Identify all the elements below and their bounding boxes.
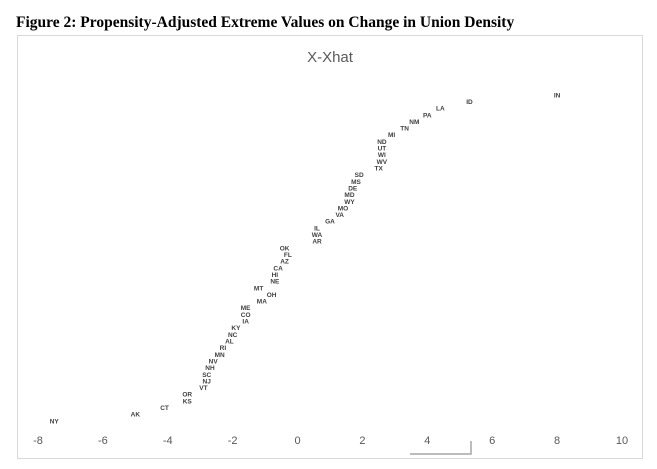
point-label-il: IL (314, 225, 320, 232)
point-label-ut: UT (378, 146, 387, 153)
point-label-de: DE (348, 185, 358, 192)
point-label-mt: MT (254, 285, 263, 292)
point-label-in: IN (554, 92, 561, 99)
point-label-mi: MI (388, 132, 395, 139)
x-tick-label: -4 (163, 435, 173, 447)
point-label-ok: OK (280, 245, 290, 252)
x-tick-label: 2 (359, 435, 365, 447)
selection-marker (410, 441, 472, 455)
point-label-mn: MN (215, 352, 225, 359)
figure-title: Figure 2: Propensity-Adjusted Extreme Va… (16, 14, 515, 31)
chart-title: X-Xhat (307, 49, 354, 66)
point-label-nh: NH (205, 365, 215, 372)
point-label-ct: CT (160, 405, 169, 412)
point-label-ms: MS (351, 179, 361, 186)
point-label-mo: MO (338, 205, 348, 212)
x-axis-ticks: -8 -6 -4 -2 0 2 4 6 8 10 (33, 435, 628, 447)
point-label-ar: AR (312, 239, 322, 246)
point-label-tn: TN (400, 126, 409, 133)
point-label-ne: NE (270, 279, 280, 286)
point-label-fl: FL (284, 252, 292, 259)
point-label-vt: VT (199, 385, 207, 392)
point-label-ak: AK (131, 412, 141, 419)
point-label-md: MD (344, 192, 354, 199)
point-label-ri: RI (220, 345, 227, 352)
x-tick-label: 6 (489, 435, 495, 447)
x-tick-label: -6 (98, 435, 108, 447)
point-label-me: ME (241, 305, 251, 312)
point-label-hi: HI (272, 272, 279, 279)
x-tick-label: 8 (554, 435, 560, 447)
point-label-ky: KY (231, 325, 241, 332)
point-label-co: CO (241, 312, 251, 319)
point-label-pa: PA (423, 112, 432, 119)
point-label-ny: NY (50, 418, 60, 425)
point-label-ma: MA (257, 299, 267, 306)
x-tick-label: -8 (33, 435, 43, 447)
point-label-al: AL (225, 339, 234, 346)
point-label-va: VA (335, 212, 344, 219)
point-label-ia: IA (242, 319, 249, 326)
point-label-tx: TX (375, 166, 384, 173)
point-label-wy: WY (344, 199, 355, 206)
x-tick-label: 4 (424, 435, 430, 447)
point-label-oh: OH (267, 292, 277, 299)
point-label-nc: NC (228, 332, 238, 339)
point-label-wi: WI (378, 152, 386, 159)
point-label-ks: KS (183, 398, 193, 405)
point-label-ca: CA (273, 265, 283, 272)
point-label-nd: ND (377, 139, 387, 146)
point-label-az: AZ (280, 259, 289, 266)
point-label-nm: NM (409, 119, 419, 126)
x-tick-label: -2 (228, 435, 238, 447)
point-label-la: LA (436, 106, 445, 113)
x-tick-label: 10 (616, 435, 628, 447)
point-label-sd: SD (355, 172, 364, 179)
point-label-sc: SC (202, 372, 211, 379)
point-label-wv: WV (377, 159, 388, 166)
x-tick-label: 0 (294, 435, 300, 447)
point-label-nv: NV (209, 358, 219, 365)
point-label-wa: WA (312, 232, 323, 239)
point-label-or: OR (182, 392, 192, 399)
point-label-nj: NJ (203, 378, 212, 385)
chart-area (17, 35, 643, 459)
point-label-id: ID (466, 99, 473, 106)
point-label-ga: GA (325, 219, 335, 226)
